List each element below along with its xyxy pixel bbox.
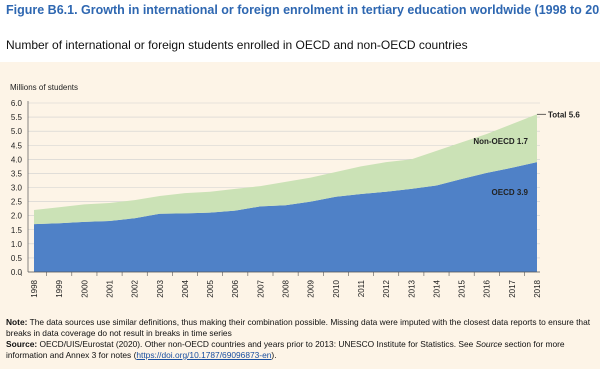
y-tick-label: 2.5: [11, 198, 23, 207]
y-tick-label: 4.0: [11, 155, 23, 164]
x-tick-label: 2015: [458, 279, 467, 297]
y-tick-label: 5.0: [11, 127, 23, 136]
x-tick-label: 2018: [533, 279, 542, 297]
x-tick-label: 2004: [181, 279, 190, 297]
y-tick-label: 2.0: [11, 212, 23, 221]
x-tick-label: 2005: [206, 279, 215, 297]
y-tick-label: 3.0: [11, 184, 23, 193]
annotation: Non-OECD 1.7: [473, 137, 528, 146]
area: [34, 114, 537, 225]
chart-subtitle: Number of international or foreign stude…: [6, 38, 468, 52]
doi-link[interactable]: https://doi.org/10.1787/69096873-en: [136, 350, 272, 360]
y-tick-label: 1.0: [11, 240, 23, 249]
annotation: Total 5.6: [548, 110, 580, 119]
y-tick-label: 3.5: [11, 169, 23, 178]
source-label: Source:: [6, 339, 38, 349]
x-tick-label: 2007: [256, 279, 265, 297]
chart-title: Figure B6.1. Growth in international or …: [6, 3, 600, 17]
x-tick-label: 2003: [156, 279, 165, 297]
source: ).: [271, 350, 277, 360]
y-tick-label: 5.5: [11, 113, 23, 122]
source: Source: [475, 339, 503, 349]
x-tick-label: 2008: [282, 279, 291, 297]
y-tick-label: 6.0: [11, 99, 23, 108]
y-axis-label: Millions of students: [10, 83, 78, 92]
y-tick-label: 4.5: [11, 141, 23, 150]
x-tick-label: 2011: [357, 279, 366, 297]
area: [34, 162, 537, 272]
x-tick-label: 2016: [483, 279, 492, 297]
x-tick-label: 2009: [307, 279, 316, 297]
chart: Millions of students 0.0 0.5 1.0 1.5 2.0 2.5 3…: [10, 83, 580, 298]
y-tick-label: 0.0: [11, 268, 23, 277]
source: OECD/UIS/Eurostat (2020). Other non-OECD…: [39, 339, 474, 349]
x-tick-label: 1999: [55, 279, 64, 297]
x-tick-label: 2002: [131, 279, 140, 297]
x-tick-label: 2010: [332, 279, 341, 297]
x-tick-label: 2014: [432, 279, 441, 297]
source: section for more information and Annex 3…: [6, 339, 565, 360]
notes: Note: The data sources use similar defin…: [6, 317, 594, 361]
note-label: Note:: [6, 317, 28, 327]
x-tick-label: 2017: [508, 279, 517, 297]
x-tick-label: 2001: [105, 279, 114, 297]
y-tick-label: 1.5: [11, 226, 23, 235]
note: The data sources use similar definitions…: [6, 317, 591, 338]
x-tick-label: 1998: [30, 279, 39, 297]
x-tick-label: 2006: [231, 279, 240, 297]
x-tick-label: 2000: [80, 279, 89, 297]
x-tick-label: 2013: [407, 279, 416, 297]
x-tick-label: 2012: [382, 279, 391, 297]
annotation: OECD 3.9: [492, 188, 529, 197]
y-tick-label: 0.5: [11, 254, 23, 263]
